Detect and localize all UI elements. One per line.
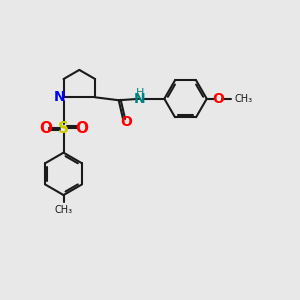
Text: O: O — [212, 92, 224, 106]
Text: CH₃: CH₃ — [55, 206, 73, 215]
Text: N: N — [54, 90, 65, 104]
Text: O: O — [39, 121, 52, 136]
Text: S: S — [58, 121, 69, 136]
Text: CH₃: CH₃ — [234, 94, 252, 104]
Text: N: N — [134, 92, 146, 106]
Text: O: O — [75, 121, 88, 136]
Text: H: H — [136, 88, 145, 98]
Text: O: O — [120, 115, 132, 129]
